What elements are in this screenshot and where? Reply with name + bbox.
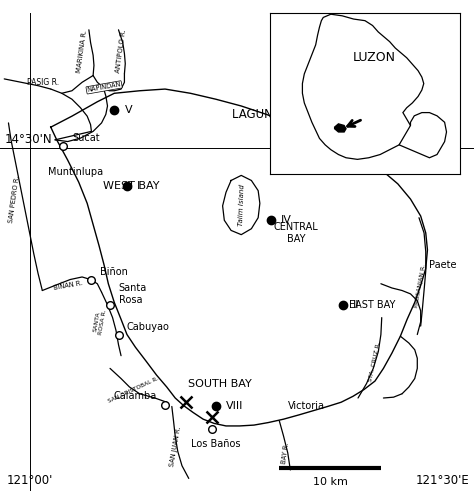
Text: Talim Island: Talim Island — [238, 184, 246, 226]
Text: 121°30'E: 121°30'E — [416, 474, 470, 487]
Text: I: I — [137, 181, 140, 192]
Text: Santa
Rosa: Santa Rosa — [118, 283, 147, 305]
Text: WEST BAY: WEST BAY — [103, 181, 159, 192]
Text: Paete: Paete — [429, 260, 456, 270]
Text: MARIKINA R.: MARIKINA R. — [76, 29, 88, 73]
Polygon shape — [302, 14, 424, 159]
Text: LAGUNA DE BAY: LAGUNA DE BAY — [232, 108, 327, 121]
Text: CENTRAL
BAY: CENTRAL BAY — [274, 222, 319, 244]
Text: SAN CRISTOBAL R.: SAN CRISTOBAL R. — [107, 375, 159, 403]
Text: 10 km: 10 km — [313, 477, 347, 487]
Text: EAST BAY: EAST BAY — [349, 300, 396, 310]
Text: PASIG R.: PASIG R. — [27, 78, 59, 87]
Text: SOUTH BAY: SOUTH BAY — [188, 379, 252, 389]
Text: VIII: VIII — [226, 402, 243, 411]
Polygon shape — [399, 112, 447, 158]
Text: SAN PEDRO R.: SAN PEDRO R. — [8, 175, 21, 223]
Text: Biñon: Biñon — [100, 267, 128, 277]
Text: SAN JUAN R.: SAN JUAN R. — [169, 426, 182, 467]
Text: LUZON: LUZON — [353, 51, 396, 64]
Text: Sucat: Sucat — [72, 133, 100, 143]
Text: SANTA
ROSA R.: SANTA ROSA R. — [92, 308, 108, 335]
Text: 121°00': 121°00' — [7, 474, 53, 487]
Text: STA. CRUZ R.: STA. CRUZ R. — [368, 341, 382, 382]
Text: Victoria: Victoria — [288, 402, 325, 411]
Text: 14°30'N: 14°30'N — [4, 133, 52, 146]
Text: PAGSANJAN R.: PAGSANJAN R. — [414, 263, 427, 307]
Text: Calamba: Calamba — [113, 391, 156, 401]
Polygon shape — [335, 124, 346, 132]
Polygon shape — [223, 175, 260, 235]
Text: BAY R.: BAY R. — [281, 442, 290, 464]
Text: ANTIPOLO R.: ANTIPOLO R. — [115, 29, 127, 73]
Text: Los Baños: Los Baños — [191, 439, 241, 450]
Text: IV: IV — [281, 215, 292, 225]
Text: NAPINDAN: NAPINDAN — [87, 82, 121, 93]
Text: BIÑAN R.: BIÑAN R. — [53, 280, 82, 291]
Text: Muntinlupa: Muntinlupa — [48, 167, 103, 177]
Text: V: V — [124, 105, 132, 115]
Text: Cabuyao: Cabuyao — [127, 322, 170, 332]
Polygon shape — [51, 89, 428, 426]
Text: II: II — [353, 300, 359, 310]
